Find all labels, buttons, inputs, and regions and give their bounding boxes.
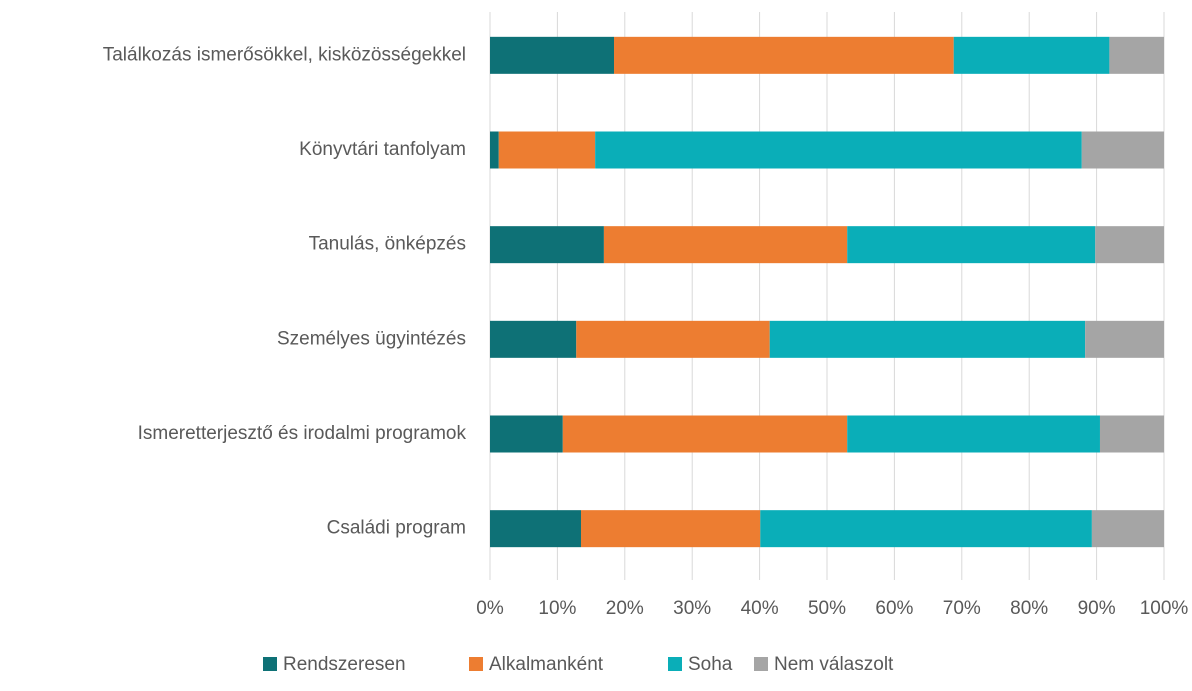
bar-segment bbox=[490, 510, 581, 548]
bar-segment bbox=[490, 415, 563, 453]
bar-segment bbox=[490, 36, 615, 74]
bar-segment bbox=[603, 226, 848, 264]
x-tick-label: 0% bbox=[476, 598, 504, 619]
legend-label: Rendszeresen bbox=[283, 654, 406, 675]
x-tick-label: 70% bbox=[943, 598, 981, 619]
bar-segment bbox=[490, 131, 499, 169]
y-tick-label: Tanulás, önképzés bbox=[309, 234, 466, 255]
bar-segment bbox=[576, 320, 770, 358]
x-tick-label: 80% bbox=[1010, 598, 1048, 619]
x-tick-label: 90% bbox=[1078, 598, 1116, 619]
bar-segment bbox=[562, 415, 848, 453]
bar-segment bbox=[490, 320, 577, 358]
bar-segment bbox=[1091, 510, 1164, 548]
legend-swatch bbox=[668, 657, 682, 671]
legend-label: Soha bbox=[688, 654, 733, 675]
bar-segment bbox=[847, 226, 1096, 264]
x-tick-label: 20% bbox=[606, 598, 644, 619]
legend-swatch bbox=[469, 657, 483, 671]
legend-label: Nem válaszolt bbox=[774, 654, 894, 675]
y-tick-label: Ismeretterjesztő és irodalmi programok bbox=[138, 423, 467, 444]
bar-segment bbox=[1099, 415, 1164, 453]
bar-segment bbox=[1109, 36, 1164, 74]
legend-swatch bbox=[263, 657, 277, 671]
bar-segment bbox=[595, 131, 1082, 169]
bar-segment bbox=[1085, 320, 1164, 358]
bar-segment bbox=[614, 36, 954, 74]
x-tick-label: 60% bbox=[875, 598, 913, 619]
bar-segment bbox=[580, 510, 761, 548]
bar-segment bbox=[760, 510, 1092, 548]
y-tick-label: Könyvtári tanfolyam bbox=[299, 139, 466, 160]
x-tick-label: 100% bbox=[1140, 598, 1189, 619]
x-tick-label: 30% bbox=[673, 598, 711, 619]
bar-segment bbox=[498, 131, 596, 169]
bar-segment bbox=[847, 415, 1100, 453]
x-tick-label: 50% bbox=[808, 598, 846, 619]
bar-segment bbox=[1095, 226, 1164, 264]
y-tick-label: Családi program bbox=[327, 518, 466, 539]
x-tick-label: 10% bbox=[538, 598, 576, 619]
bar-segment bbox=[953, 36, 1110, 74]
bar-segment bbox=[1081, 131, 1164, 169]
legend-label: Alkalmanként bbox=[489, 654, 604, 675]
bar-segment bbox=[490, 226, 604, 264]
y-tick-label: Személyes ügyintézés bbox=[277, 328, 466, 349]
y-tick-label: Találkozás ismerősökkel, kisközösségekke… bbox=[103, 44, 466, 65]
bar-segment bbox=[769, 320, 1086, 358]
x-tick-label: 40% bbox=[741, 598, 779, 619]
legend-swatch bbox=[754, 657, 768, 671]
